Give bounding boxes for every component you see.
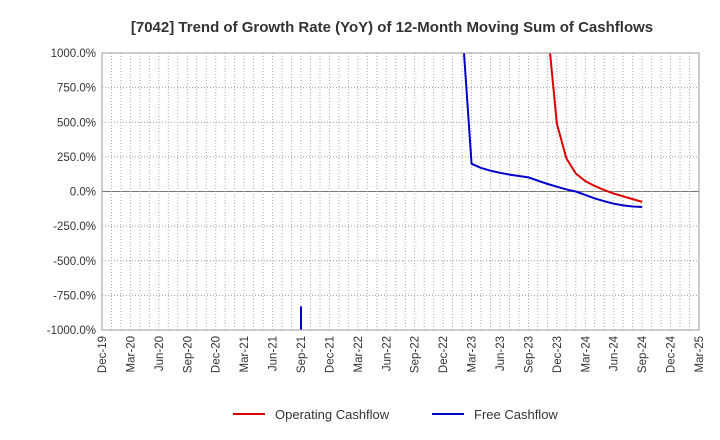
x-tick-label: Jun-23: [495, 336, 507, 371]
x-tick-label: Dec-21: [324, 336, 336, 373]
y-tick-label: 750.0%: [57, 83, 96, 95]
y-tick-label: 0.0%: [70, 187, 96, 199]
x-tick-label: Dec-20: [211, 336, 223, 373]
x-tick-label: Mar-23: [467, 336, 479, 372]
y-tick-label: -500.0%: [53, 256, 96, 268]
x-tick-label: Sep-23: [523, 336, 535, 373]
x-tick-label: Jun-22: [381, 336, 393, 371]
x-tick-label: Dec-22: [438, 336, 450, 373]
legend-label-operating-cashflow: Operating Cashflow: [275, 407, 390, 422]
x-tick-label: Mar-21: [239, 336, 251, 372]
x-tick-label: Jun-20: [154, 336, 166, 371]
plot-frame: [101, 52, 700, 331]
series-layer: [300, 53, 643, 330]
y-tick-label: -750.0%: [53, 290, 96, 302]
x-tick-label: Dec-23: [552, 336, 564, 373]
grid: [102, 53, 699, 330]
x-tick-label: Sep-22: [410, 336, 422, 373]
series-line-free-cashflow: [462, 53, 643, 209]
x-tick-label: Mar-22: [353, 336, 365, 372]
x-tick-label: Mar-24: [580, 335, 592, 372]
x-tick-label: Jun-21: [268, 336, 280, 371]
x-tick-label: Sep-24: [637, 335, 649, 373]
legend-label-free-cashflow: Free Cashflow: [474, 407, 558, 422]
x-axis-ticks: Dec-19 Mar-20 Jun-20 Sep-20 Dec-20 Mar-21 Jun-…: [97, 335, 706, 373]
x-tick-label: Dec-24: [666, 335, 678, 373]
x-tick-label: Dec-19: [97, 336, 109, 373]
y-tick-label: -250.0%: [53, 221, 96, 233]
x-tick-label: Mar-25: [694, 336, 706, 372]
y-tick-label: -1000.0%: [47, 325, 96, 337]
x-tick-label: Sep-20: [182, 336, 194, 373]
x-tick-label: Mar-20: [125, 336, 137, 372]
legend: Operating Cashflow Free Cashflow: [233, 407, 558, 422]
y-tick-label: 500.0%: [57, 117, 96, 129]
y-axis-ticks: 1000.0% 750.0% 500.0% 250.0% 0.0% -250.0% -500…: [47, 48, 96, 337]
series-line-operating-cashflow: [549, 53, 643, 203]
x-tick-label: Sep-21: [296, 336, 308, 373]
y-tick-label: 250.0%: [57, 152, 96, 164]
chart-title: [7042] Trend of Growth Rate (YoY) of 12-…: [131, 19, 653, 36]
y-tick-label: 1000.0%: [51, 48, 96, 60]
x-tick-label: Jun-24: [609, 335, 621, 371]
